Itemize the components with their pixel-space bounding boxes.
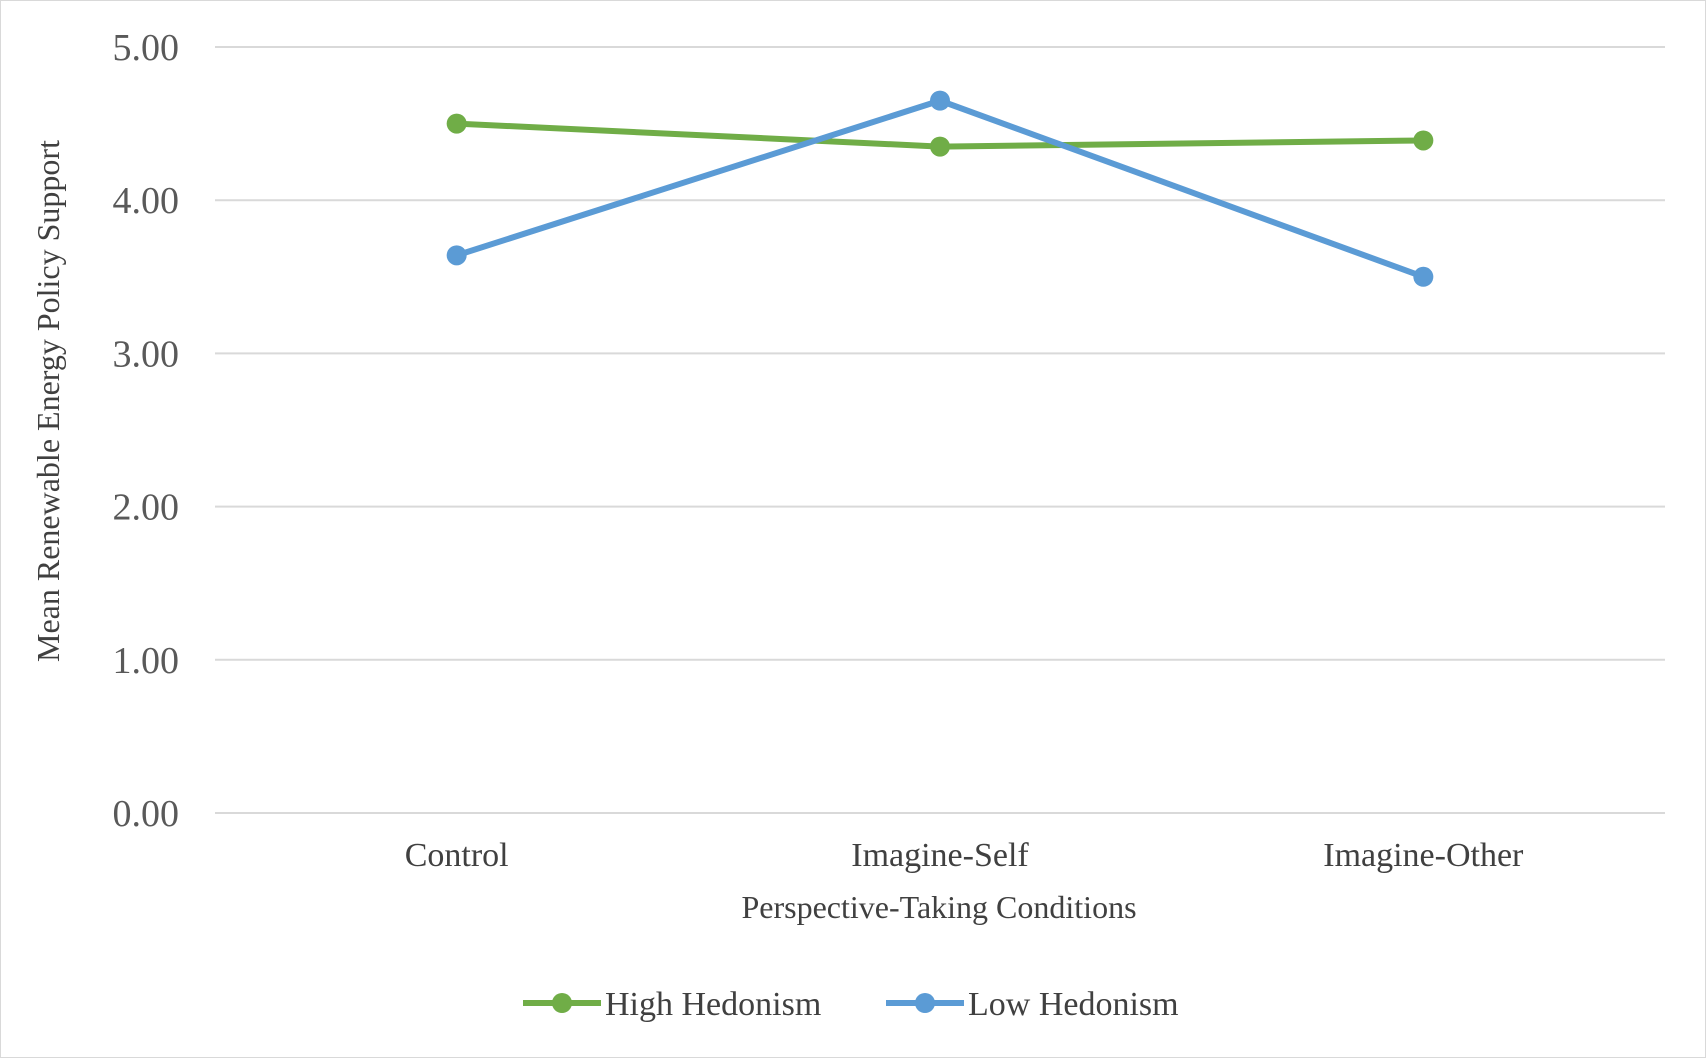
x-tick-label: Imagine-Other	[1323, 837, 1524, 874]
legend: High Hedonism Low Hedonism	[523, 986, 1179, 1023]
data-point	[446, 245, 467, 266]
data-point	[446, 113, 467, 134]
legend-item: High Hedonism	[523, 986, 821, 1023]
legend-item: Low Hedonism	[886, 986, 1179, 1023]
series-line	[453, 97, 1427, 280]
x-tick-label: Control	[405, 837, 509, 874]
series-low-hedonism	[446, 90, 1434, 287]
x-tick-label: Imagine-Self	[851, 837, 1029, 874]
y-tick-label: 4.00	[113, 180, 180, 222]
data-point	[1413, 266, 1434, 287]
x-axis-ticks: Control Imagine-Self Imagine-Other	[405, 837, 1524, 874]
gridlines	[215, 46, 1665, 814]
y-axis-title: Mean Renewable Energy Policy Support	[30, 140, 66, 662]
data-point	[930, 90, 950, 111]
y-tick-label: 1.00	[113, 640, 180, 682]
y-tick-label: 5.00	[113, 27, 180, 69]
y-tick-label: 0.00	[113, 793, 180, 835]
legend-label: Low Hedonism	[968, 986, 1179, 1023]
x-axis-title: Perspective-Taking Conditions	[741, 889, 1136, 925]
y-tick-label: 3.00	[113, 333, 180, 375]
series-high-hedonism	[446, 113, 1434, 157]
y-tick-label: 2.00	[113, 487, 180, 529]
data-point	[930, 136, 950, 157]
legend-marker	[552, 993, 572, 1013]
series-lines	[446, 90, 1434, 287]
data-point	[1413, 130, 1434, 151]
legend-marker	[915, 993, 935, 1013]
legend-label: High Hedonism	[605, 986, 821, 1023]
y-axis-ticks: 0.00 1.00 2.00 3.00 4.00 5.00	[113, 27, 180, 835]
